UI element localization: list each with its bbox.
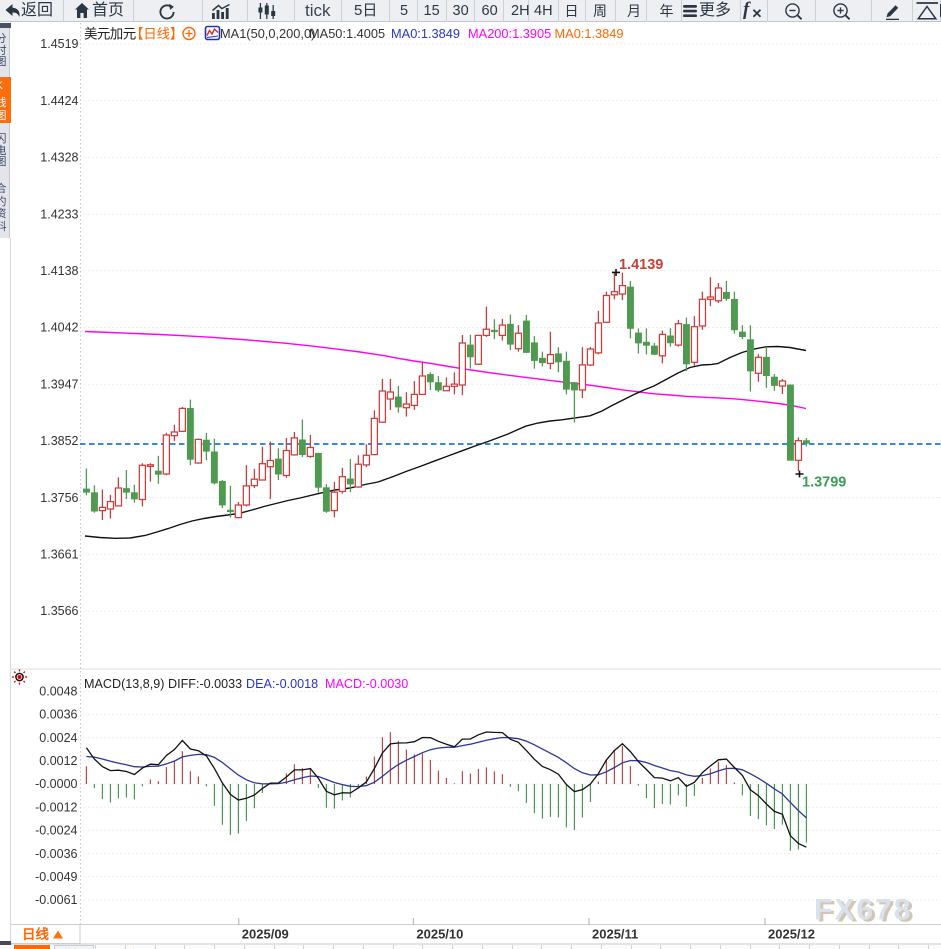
svg-text:美元加元: 美元加元 <box>84 27 136 42</box>
svg-text:0.0012: 0.0012 <box>39 754 77 768</box>
svg-text:1.4233: 1.4233 <box>40 207 78 221</box>
svg-text:MA0:1.3849: MA0:1.3849 <box>555 26 624 41</box>
svg-text:1.4042: 1.4042 <box>40 321 78 335</box>
svg-text:-0.0000: -0.0000 <box>35 777 77 791</box>
svg-text:FX678: FX678 <box>817 896 915 929</box>
svg-text:-0.0049: -0.0049 <box>35 870 77 884</box>
svg-text:日线: 日线 <box>22 926 49 942</box>
svg-text:FX678: FX678 <box>814 894 912 927</box>
svg-text:1.3947: 1.3947 <box>40 377 78 391</box>
svg-text:2025/09: 2025/09 <box>242 927 289 942</box>
svg-text:-0.0024: -0.0024 <box>35 824 77 838</box>
svg-text:1.3799: 1.3799 <box>802 475 846 491</box>
svg-text:0.0048: 0.0048 <box>39 684 77 698</box>
svg-text:1.3756: 1.3756 <box>40 491 78 505</box>
svg-text:1.3661: 1.3661 <box>40 548 78 562</box>
svg-text:1.3852: 1.3852 <box>40 434 78 448</box>
svg-text:1.3566: 1.3566 <box>40 604 78 618</box>
svg-text:MACD(13,8,9) DIFF:-0.0033: MACD(13,8,9) DIFF:-0.0033 <box>84 677 242 691</box>
svg-text:2025/10: 2025/10 <box>416 927 463 942</box>
svg-text:2025/11: 2025/11 <box>592 927 638 942</box>
svg-text:MA1(50,0,200,0): MA1(50,0,200,0) <box>220 26 315 41</box>
svg-text:【日线】: 【日线】 <box>130 27 183 42</box>
svg-text:MACD:-0.0030: MACD:-0.0030 <box>325 677 408 691</box>
svg-text:MA0:1.3849: MA0:1.3849 <box>391 26 460 41</box>
svg-text:-0.0012: -0.0012 <box>35 800 77 814</box>
svg-text:0.0036: 0.0036 <box>39 708 77 722</box>
svg-text:-0.0061: -0.0061 <box>35 893 77 907</box>
svg-text:1.4138: 1.4138 <box>40 264 78 278</box>
svg-text:2025/12: 2025/12 <box>768 927 815 942</box>
svg-text:1.4424: 1.4424 <box>40 94 78 108</box>
svg-text:1.4328: 1.4328 <box>40 151 78 165</box>
svg-text:1.4519: 1.4519 <box>40 37 78 51</box>
svg-text:DEA:-0.0018: DEA:-0.0018 <box>246 677 318 691</box>
svg-text:MA200:1.3905: MA200:1.3905 <box>468 26 551 41</box>
svg-text:-0.0036: -0.0036 <box>35 847 77 861</box>
svg-text:1.4139: 1.4139 <box>619 257 663 273</box>
svg-text:0.0024: 0.0024 <box>39 731 77 745</box>
svg-text:MA50:1.4005: MA50:1.4005 <box>309 26 385 41</box>
